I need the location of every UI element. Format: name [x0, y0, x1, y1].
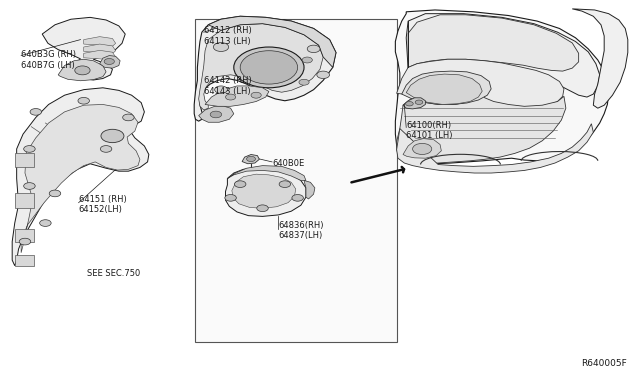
Circle shape [292, 195, 303, 201]
Bar [15, 153, 34, 167]
Text: 64836(RH)
64837(LH): 64836(RH) 64837(LH) [278, 221, 324, 240]
Circle shape [406, 102, 413, 106]
Polygon shape [408, 15, 579, 71]
Polygon shape [403, 98, 426, 109]
Polygon shape [208, 16, 336, 67]
Polygon shape [100, 55, 120, 68]
Polygon shape [12, 88, 149, 266]
Circle shape [30, 109, 42, 115]
Bar [15, 254, 34, 266]
Circle shape [225, 94, 236, 100]
Polygon shape [225, 168, 306, 217]
Circle shape [40, 220, 51, 227]
Polygon shape [397, 91, 566, 164]
Circle shape [24, 183, 35, 189]
Circle shape [78, 97, 90, 104]
Circle shape [246, 156, 255, 161]
Circle shape [257, 205, 268, 212]
Polygon shape [406, 74, 482, 105]
Circle shape [49, 190, 61, 197]
Polygon shape [396, 10, 609, 164]
Polygon shape [397, 124, 593, 173]
Polygon shape [403, 138, 442, 158]
Polygon shape [84, 37, 116, 46]
Circle shape [104, 58, 115, 64]
Circle shape [75, 66, 90, 75]
Polygon shape [402, 71, 491, 105]
Polygon shape [227, 166, 306, 180]
Polygon shape [572, 9, 628, 108]
Circle shape [302, 57, 312, 63]
Circle shape [299, 79, 309, 85]
Polygon shape [304, 180, 315, 199]
Text: 64100(RH)
64101 (LH): 64100(RH) 64101 (LH) [406, 121, 452, 140]
Bar [15, 229, 34, 241]
Polygon shape [198, 106, 234, 122]
Circle shape [100, 145, 112, 152]
Polygon shape [397, 59, 564, 108]
Polygon shape [198, 24, 323, 110]
Circle shape [251, 92, 261, 98]
Circle shape [307, 45, 320, 52]
Polygon shape [42, 17, 125, 80]
Circle shape [213, 42, 228, 51]
Polygon shape [242, 154, 259, 164]
Circle shape [234, 47, 304, 88]
Circle shape [279, 181, 291, 187]
Text: 640B3G (RH)
640B7G (LH): 640B3G (RH) 640B7G (LH) [21, 50, 76, 70]
Text: SEE SEC.750: SEE SEC.750 [87, 269, 140, 278]
Text: R640005F: R640005F [580, 359, 627, 368]
Circle shape [210, 111, 221, 118]
Circle shape [19, 238, 31, 245]
Polygon shape [84, 44, 116, 54]
Polygon shape [406, 14, 600, 97]
Circle shape [225, 195, 236, 201]
Bar [15, 193, 34, 208]
Polygon shape [205, 86, 269, 106]
Circle shape [123, 114, 134, 121]
Bar [195, 19, 397, 341]
Polygon shape [232, 174, 296, 208]
Circle shape [415, 100, 423, 105]
Circle shape [413, 143, 432, 154]
Polygon shape [21, 105, 140, 253]
Circle shape [101, 129, 124, 142]
Text: 64112 (RH)
64113 (LH): 64112 (RH) 64113 (LH) [204, 26, 252, 46]
Polygon shape [84, 50, 116, 60]
Polygon shape [58, 59, 106, 81]
Circle shape [24, 145, 35, 152]
Text: 64151 (RH)
64152(LH): 64151 (RH) 64152(LH) [79, 195, 126, 214]
Circle shape [234, 181, 246, 187]
Text: 640B0E: 640B0E [272, 159, 305, 168]
Circle shape [214, 86, 227, 93]
Circle shape [317, 71, 330, 78]
Text: 64142 (RH)
64143 (LH): 64142 (RH) 64143 (LH) [204, 76, 252, 96]
Circle shape [240, 51, 298, 84]
Polygon shape [194, 16, 336, 121]
